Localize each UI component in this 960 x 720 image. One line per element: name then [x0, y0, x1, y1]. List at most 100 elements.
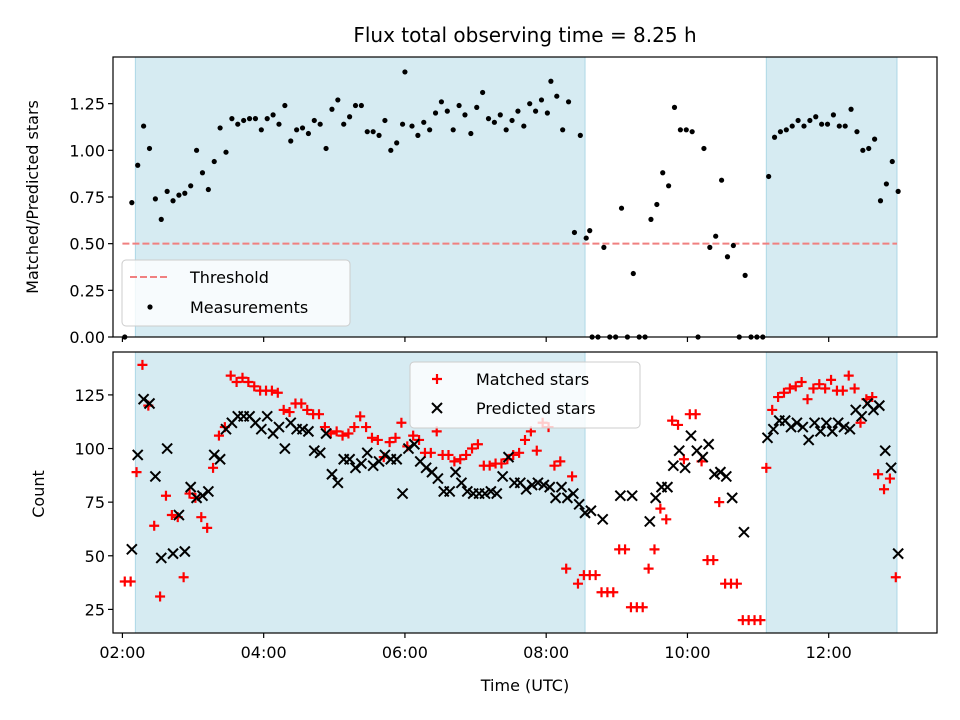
- predicted-star-point: [867, 404, 880, 416]
- predicted-star-point: [449, 466, 462, 478]
- predicted-star-point: [844, 423, 856, 435]
- predicted-star-point: [402, 442, 415, 455]
- predicted-star-point: [367, 459, 379, 472]
- predicted-star-point: [302, 425, 315, 438]
- predicted-star-point: [332, 477, 344, 489]
- measurement-point: [683, 127, 689, 133]
- bottom-y-tick-label: 50: [85, 547, 105, 566]
- measurement-point: [560, 127, 566, 133]
- predicted-star-point: [761, 432, 774, 444]
- measurement-point: [170, 198, 176, 204]
- predicted-star-point: [320, 427, 332, 440]
- measurement-point: [491, 119, 497, 125]
- predicted-star-point: [614, 490, 627, 502]
- legend-matched-label: Matched stars: [476, 370, 589, 389]
- matched-star-point: [178, 572, 189, 583]
- matched-star-point: [514, 447, 525, 458]
- measurement-point: [601, 244, 607, 250]
- chart-title: Flux total observing time = 8.25 h: [353, 23, 696, 47]
- matched-star-point: [690, 409, 701, 420]
- matched-star-point: [531, 445, 542, 456]
- measurement-point: [252, 116, 259, 122]
- top-y-tick-label: 1.00: [69, 141, 105, 160]
- matched-star-point: [608, 587, 619, 598]
- matched-star-point: [790, 381, 801, 392]
- measurement-point: [311, 117, 317, 124]
- matched-star-point: [213, 430, 224, 441]
- predicted-star-point: [885, 462, 897, 474]
- measurement-point: [895, 188, 901, 194]
- measurement-point: [724, 254, 731, 260]
- matched-star-point: [196, 512, 207, 523]
- measurement-point: [565, 99, 572, 105]
- predicted-star-point: [261, 410, 273, 423]
- bottom-y-axis-label: Count: [29, 470, 48, 518]
- measurement-point: [288, 138, 294, 144]
- measurement-point: [364, 129, 370, 135]
- predicted-star-point: [155, 552, 167, 564]
- measurement-point: [677, 127, 683, 133]
- measurement-point: [777, 129, 784, 135]
- measurement-point: [399, 121, 406, 127]
- bottom-y-tick-label: 75: [85, 493, 105, 512]
- predicted-star-point: [496, 470, 509, 483]
- matched-star-point: [879, 484, 890, 495]
- predicted-star-point: [802, 434, 815, 446]
- predicted-star-point: [355, 457, 368, 470]
- measurement-point: [795, 117, 801, 124]
- measurement-point: [654, 201, 660, 208]
- x-tick-label: 10:00: [664, 643, 710, 662]
- measurement-point: [370, 129, 376, 135]
- top-y-tick-label: 0.50: [69, 235, 105, 254]
- bottom-y-tick-label: 100: [74, 440, 105, 459]
- measurement-point: [866, 145, 872, 152]
- measurement-point: [583, 235, 589, 241]
- matched-star-point: [155, 591, 166, 602]
- matched-star-point: [343, 428, 354, 439]
- predicted-star-point: [555, 481, 568, 493]
- predicted-star-point: [549, 492, 562, 504]
- measurement-point: [341, 121, 347, 127]
- matched-star-point: [278, 404, 289, 415]
- matched-star-point: [449, 456, 460, 467]
- matched-star-point: [396, 417, 407, 428]
- measurement-point: [444, 108, 450, 114]
- matched-star-point: [231, 377, 242, 388]
- matched-star-point: [266, 385, 277, 396]
- measurement-point: [317, 121, 323, 127]
- matched-star-point: [425, 447, 436, 458]
- measurement-point: [462, 112, 468, 118]
- measurement-point: [146, 145, 153, 152]
- predicted-star-point: [649, 492, 662, 504]
- matched-star-point: [337, 430, 348, 441]
- predicted-star-point: [726, 492, 738, 504]
- measurement-point: [503, 127, 509, 133]
- predicted-star-point: [149, 470, 162, 483]
- measurement-point: [388, 147, 394, 153]
- matched-star-point: [408, 430, 419, 441]
- legend-threshold-label: Threshold: [189, 268, 269, 287]
- predicted-star-point: [379, 449, 391, 461]
- matched-star-point: [302, 404, 313, 415]
- matched-star-point: [808, 383, 819, 394]
- matched-star-point: [855, 417, 866, 428]
- measurement-point: [456, 102, 462, 109]
- measurement-point: [883, 181, 889, 187]
- matched-star-point: [284, 407, 295, 418]
- measurement-point: [223, 149, 229, 155]
- matched-star-point: [802, 394, 813, 405]
- matched-star-point: [443, 449, 454, 460]
- measurement-point: [783, 127, 789, 133]
- measurement-point: [329, 106, 335, 112]
- measurement-point: [246, 116, 253, 122]
- matched-star-point: [655, 503, 666, 514]
- x-tick-label: 08:00: [523, 643, 569, 662]
- measurement-point: [158, 216, 164, 222]
- x-tick-label: 06:00: [382, 643, 428, 662]
- matched-star-point: [249, 381, 260, 392]
- measurement-point: [205, 186, 211, 193]
- matched-star-point: [796, 377, 807, 388]
- matched-star-point: [649, 544, 660, 555]
- measurement-point: [199, 170, 206, 176]
